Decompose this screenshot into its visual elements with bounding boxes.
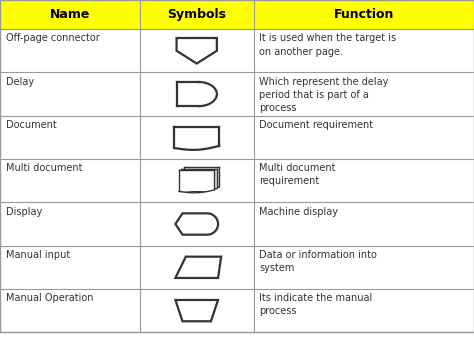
Text: Multi document: Multi document [6,163,82,173]
Text: Document: Document [6,120,56,130]
Polygon shape [176,38,217,64]
Text: Its indicate the manual
process: Its indicate the manual process [259,293,373,316]
Polygon shape [184,167,219,189]
Text: Display: Display [6,207,42,217]
Text: Off-page connector: Off-page connector [6,33,100,43]
Polygon shape [182,169,217,190]
Text: Multi document
requirement: Multi document requirement [259,163,336,186]
Text: Which represent the delay
period that is part of a
process: Which represent the delay period that is… [259,77,389,113]
Text: Delay: Delay [6,77,34,87]
Polygon shape [175,300,218,321]
Text: Name: Name [50,8,90,21]
Text: Symbols: Symbols [167,8,226,21]
Text: Manual Operation: Manual Operation [6,293,93,303]
Text: Document requirement: Document requirement [259,120,374,130]
Text: Function: Function [334,8,394,21]
Polygon shape [179,170,214,191]
Text: Manual input: Manual input [6,250,70,260]
Text: Data or information into
system: Data or information into system [259,250,377,273]
Polygon shape [175,213,218,235]
Bar [0,0,474,29]
Text: It is used when the target is
on another page.: It is used when the target is on another… [259,33,396,56]
Polygon shape [175,257,221,278]
Text: Machine display: Machine display [259,207,338,217]
